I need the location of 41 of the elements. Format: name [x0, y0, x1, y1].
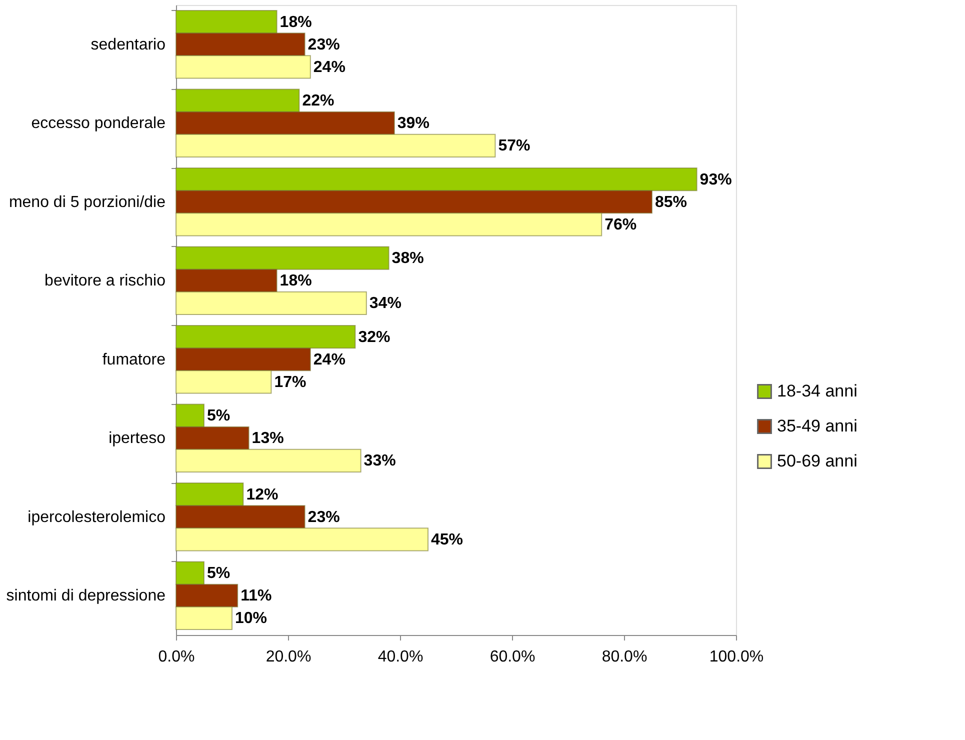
y-tick-label: eccesso ponderale	[31, 115, 166, 132]
x-tick-label: 40.0%	[378, 648, 424, 666]
x-tick-label: 80.0%	[602, 648, 648, 666]
data-label: 11%	[240, 588, 272, 605]
legend-label: 18-34 anni	[777, 382, 858, 400]
data-label: 39%	[397, 115, 430, 132]
data-label: 93%	[700, 171, 732, 188]
legend-label: 50-69 anni	[777, 452, 858, 470]
data-label: 13%	[252, 430, 284, 448]
data-label: 18%	[280, 272, 312, 290]
data-label: 85%	[655, 194, 688, 211]
y-tick-label: bevitore a rischio	[44, 272, 166, 290]
y-tick-label: sedentario	[90, 36, 166, 54]
data-label: 45%	[431, 531, 464, 548]
data-label: 24%	[313, 351, 346, 368]
x-tick-label: 100.0%	[709, 648, 764, 666]
x-tick-label: 0.0%	[158, 648, 195, 666]
data-label: 5%	[207, 408, 230, 425]
legend-label: 35-49 anni	[777, 416, 858, 436]
data-label: 33%	[364, 452, 396, 470]
data-label: 24%	[313, 58, 346, 76]
x-tick-label: 60.0%	[490, 648, 536, 666]
data-label: 57%	[498, 138, 530, 155]
data-label: 76%	[604, 216, 637, 234]
data-label: 34%	[369, 295, 402, 312]
x-tick-label: 20.0%	[266, 648, 312, 666]
data-label: 17%	[274, 374, 306, 391]
data-label: 10%	[235, 610, 268, 628]
data-label: 22%	[302, 92, 334, 110]
data-label: 32%	[358, 328, 390, 346]
y-tick-label: ipercolesterolemico	[28, 508, 166, 526]
data-label: 18%	[280, 14, 312, 31]
y-tick-label: fumatore	[102, 351, 166, 368]
data-label: 12%	[246, 486, 278, 504]
data-label: 23%	[308, 508, 340, 526]
data-label: 38%	[392, 250, 424, 268]
data-label: 23%	[308, 36, 340, 54]
y-tick-label: meno di 5 porzioni/die	[8, 194, 166, 211]
y-tick-label: iperteso	[108, 430, 166, 448]
y-tick-label: sintomi di depressione	[6, 588, 166, 605]
data-label: 5%	[207, 565, 230, 582]
